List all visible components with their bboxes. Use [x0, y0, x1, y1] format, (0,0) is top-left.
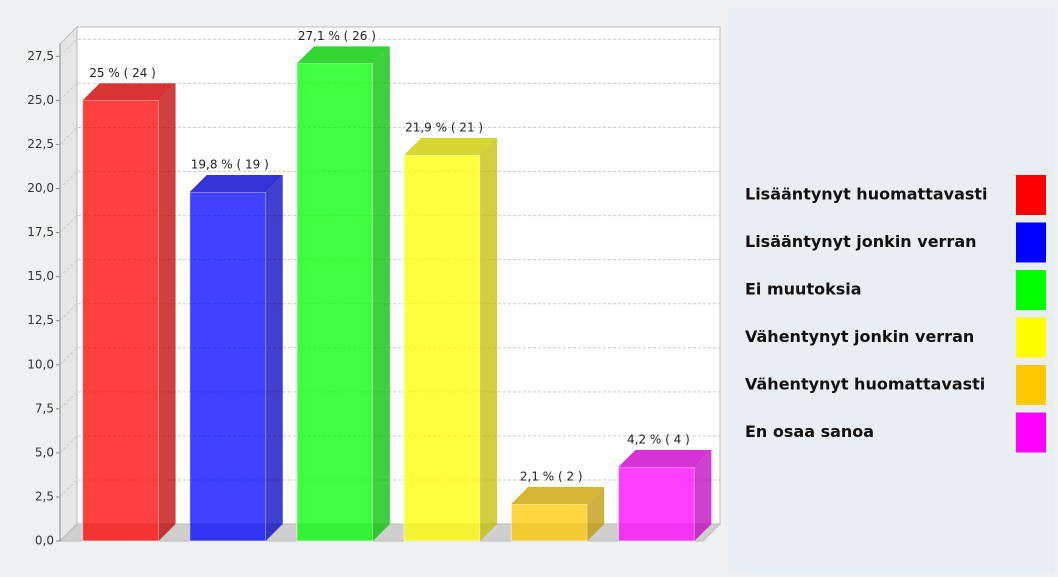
y-tick-label: 12,5 — [27, 313, 54, 327]
bar-top — [404, 138, 498, 156]
y-tick-label: 25,0 — [27, 93, 54, 107]
bar-side — [480, 138, 498, 541]
bar-side — [265, 175, 283, 542]
bar-top — [618, 449, 712, 467]
bar — [296, 62, 374, 542]
grid-line — [59, 435, 720, 454]
bar-top — [296, 46, 390, 64]
legend-swatch — [1016, 317, 1046, 358]
y-tick-label: 5,0 — [35, 445, 54, 459]
legend-label: Lisääntynyt jonkin verran — [745, 232, 977, 251]
legend-label: Vähentynyt jonkin verran — [745, 327, 974, 346]
legend-swatch — [1016, 222, 1046, 263]
y-tick-label: 17,5 — [27, 225, 54, 239]
legend-swatch — [1016, 270, 1046, 310]
legend-label: Vähentynyt huomattavasti — [745, 375, 985, 394]
y-tick-label: 15,0 — [27, 269, 54, 283]
y-tick-label: 2,5 — [35, 489, 54, 503]
bar-side — [587, 486, 605, 541]
value-label: 21,9 % ( 21 ) — [405, 121, 483, 135]
value-label: 27,1 % ( 26 ) — [298, 29, 376, 43]
grid-line — [59, 126, 720, 145]
y-tick-label: 20,0 — [27, 181, 54, 195]
bar — [82, 99, 160, 542]
legend-swatch — [1016, 412, 1046, 453]
bar-side — [372, 46, 390, 541]
value-label: 4,2 % ( 4 ) — [627, 432, 690, 446]
y-tick-label: 7,5 — [35, 401, 54, 415]
bar-side — [694, 449, 712, 541]
grid-line — [59, 171, 720, 189]
value-label: 19,8 % ( 19 ) — [191, 158, 269, 172]
bar-top — [189, 175, 283, 193]
legend-panel — [728, 8, 1054, 573]
bar-top — [511, 486, 605, 504]
legend-swatch — [1016, 175, 1046, 215]
legend-label: Lisääntynyt huomattavasti — [745, 185, 988, 204]
y-tick-label: 0,0 — [35, 534, 54, 548]
side-wall — [59, 25, 78, 543]
legend-label: Ei muutoksia — [745, 280, 862, 299]
legend-swatch — [1016, 365, 1046, 405]
value-label: 25 % ( 24 ) — [89, 66, 156, 80]
bar-top — [82, 83, 176, 101]
value-label: 2,1 % ( 2 ) — [520, 469, 583, 483]
bar-side — [158, 83, 176, 542]
grid-line — [59, 82, 720, 101]
bar — [617, 466, 695, 542]
y-tick-label: 27,5 — [27, 49, 54, 63]
bar — [189, 191, 267, 542]
grid-line — [59, 215, 720, 233]
grid-line — [59, 347, 720, 366]
grid-line — [59, 259, 720, 277]
grid-line — [59, 391, 720, 410]
bar — [510, 503, 588, 542]
grid-line — [59, 303, 720, 322]
bar — [403, 154, 481, 542]
legend-label: En osaa sanoa — [745, 422, 874, 441]
grid-line — [59, 479, 720, 498]
grid-line — [59, 38, 720, 57]
y-tick-label: 10,0 — [27, 357, 54, 371]
y-tick-label: 22,5 — [27, 137, 54, 151]
